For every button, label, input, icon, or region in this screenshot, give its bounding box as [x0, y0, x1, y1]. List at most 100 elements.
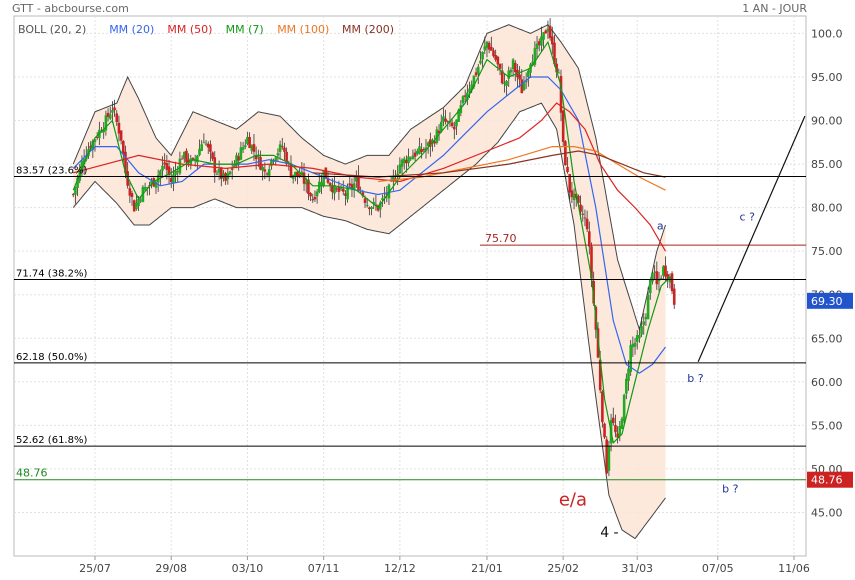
candle-body — [161, 165, 164, 171]
candle-body — [400, 159, 404, 167]
candle-body — [672, 288, 676, 305]
candle-body — [117, 122, 121, 134]
level-label: 48.76 — [16, 467, 48, 480]
candle-body — [143, 187, 147, 190]
candle-body — [659, 277, 663, 279]
candle-body — [546, 28, 550, 32]
period-label[interactable]: 1 AN - JOUR — [742, 2, 807, 15]
candle-body — [113, 107, 116, 111]
candle-body — [433, 141, 437, 144]
y-tick-label: 90.00 — [811, 115, 843, 128]
candle-body — [311, 199, 315, 201]
candle-body — [535, 43, 539, 50]
support-price-tag — [807, 471, 853, 488]
candle-body — [398, 164, 402, 174]
legend-entry[interactable]: MM (200) — [342, 23, 394, 36]
candle-body — [298, 174, 301, 178]
candle-body — [320, 182, 323, 186]
candle-body — [91, 140, 95, 150]
candle-body — [185, 150, 188, 163]
candle-body — [666, 274, 670, 280]
candle-body — [455, 119, 458, 127]
candle-body — [217, 168, 221, 173]
legend-entry[interactable]: MM (100) — [277, 23, 329, 36]
legend-entry[interactable]: BOLL (20, 2) — [18, 23, 86, 36]
candle-body — [631, 343, 635, 348]
candle-body — [457, 109, 460, 122]
x-tick-label: 11/06 — [778, 562, 810, 575]
level-label: 75.70 — [485, 232, 517, 245]
candle-body — [472, 75, 476, 87]
y-tick-label: 60.00 — [811, 376, 843, 389]
candle-body — [176, 170, 180, 172]
candle-body — [328, 183, 332, 187]
candle-body — [108, 114, 112, 119]
candle-body — [588, 231, 591, 247]
candle-body — [239, 147, 243, 160]
candle-body — [507, 70, 511, 79]
candle-body — [163, 162, 166, 165]
candle-body — [394, 178, 397, 180]
legend-entry[interactable]: MM (50) — [167, 23, 212, 36]
candle-body — [130, 193, 134, 198]
candle-body — [124, 151, 127, 174]
wave-annotation: a — [657, 219, 664, 232]
level-label: 62.18 (50.0%) — [16, 352, 87, 363]
candle-body — [651, 273, 654, 282]
candle-body — [568, 174, 572, 193]
candle-body — [498, 63, 502, 69]
candle-body — [411, 155, 415, 160]
candle-body — [548, 25, 552, 39]
candle-body — [128, 188, 132, 196]
candle-body — [333, 185, 336, 194]
candle-body — [237, 156, 241, 161]
x-tick-label: 21/01 — [471, 562, 503, 575]
candle-body — [248, 137, 251, 149]
candle-body — [640, 326, 643, 335]
x-tick-label: 12/12 — [384, 562, 416, 575]
candle-body — [544, 30, 548, 34]
candle-body — [204, 143, 208, 145]
candle-body — [167, 166, 171, 176]
candle-body — [437, 130, 441, 134]
candle-body — [385, 193, 389, 195]
candle-body — [80, 161, 84, 172]
candle-body — [222, 173, 225, 179]
x-tick-label: 03/10 — [232, 562, 264, 575]
candle-body — [618, 425, 622, 436]
candle-body — [402, 158, 406, 164]
candle-body — [466, 92, 469, 100]
candle-body — [307, 179, 310, 194]
candle-body — [662, 266, 665, 276]
candle-body — [346, 186, 349, 200]
candle-body — [542, 32, 545, 40]
candle-body — [496, 56, 500, 65]
candle-body — [82, 159, 86, 165]
legend-entry[interactable]: MM (20) — [109, 23, 154, 36]
candle-body — [485, 41, 489, 49]
candle-body — [603, 423, 606, 438]
candle-body — [189, 158, 193, 166]
candle-body — [315, 191, 319, 197]
candle-body — [111, 110, 114, 113]
candle-body — [442, 116, 445, 122]
candle-body — [644, 316, 648, 320]
candle-body — [629, 345, 632, 373]
candle-body — [289, 163, 293, 178]
candle-body — [627, 368, 630, 381]
candle-body — [424, 147, 428, 151]
candle-body — [633, 342, 637, 347]
candle-body — [635, 335, 639, 342]
legend-entry[interactable]: MM (7) — [226, 23, 264, 36]
wave-annotation: e/a — [559, 489, 587, 510]
candle-body — [415, 150, 419, 155]
candle-body — [76, 177, 79, 188]
x-tick-label: 07/11 — [308, 562, 340, 575]
candle-body — [598, 359, 602, 391]
y-tick-label: 95.00 — [811, 71, 843, 84]
candle-body — [235, 155, 238, 166]
candle-body — [642, 321, 646, 326]
y-tick-label: 80.00 — [811, 202, 843, 215]
candle-body — [605, 439, 609, 474]
candle-body — [361, 192, 365, 197]
